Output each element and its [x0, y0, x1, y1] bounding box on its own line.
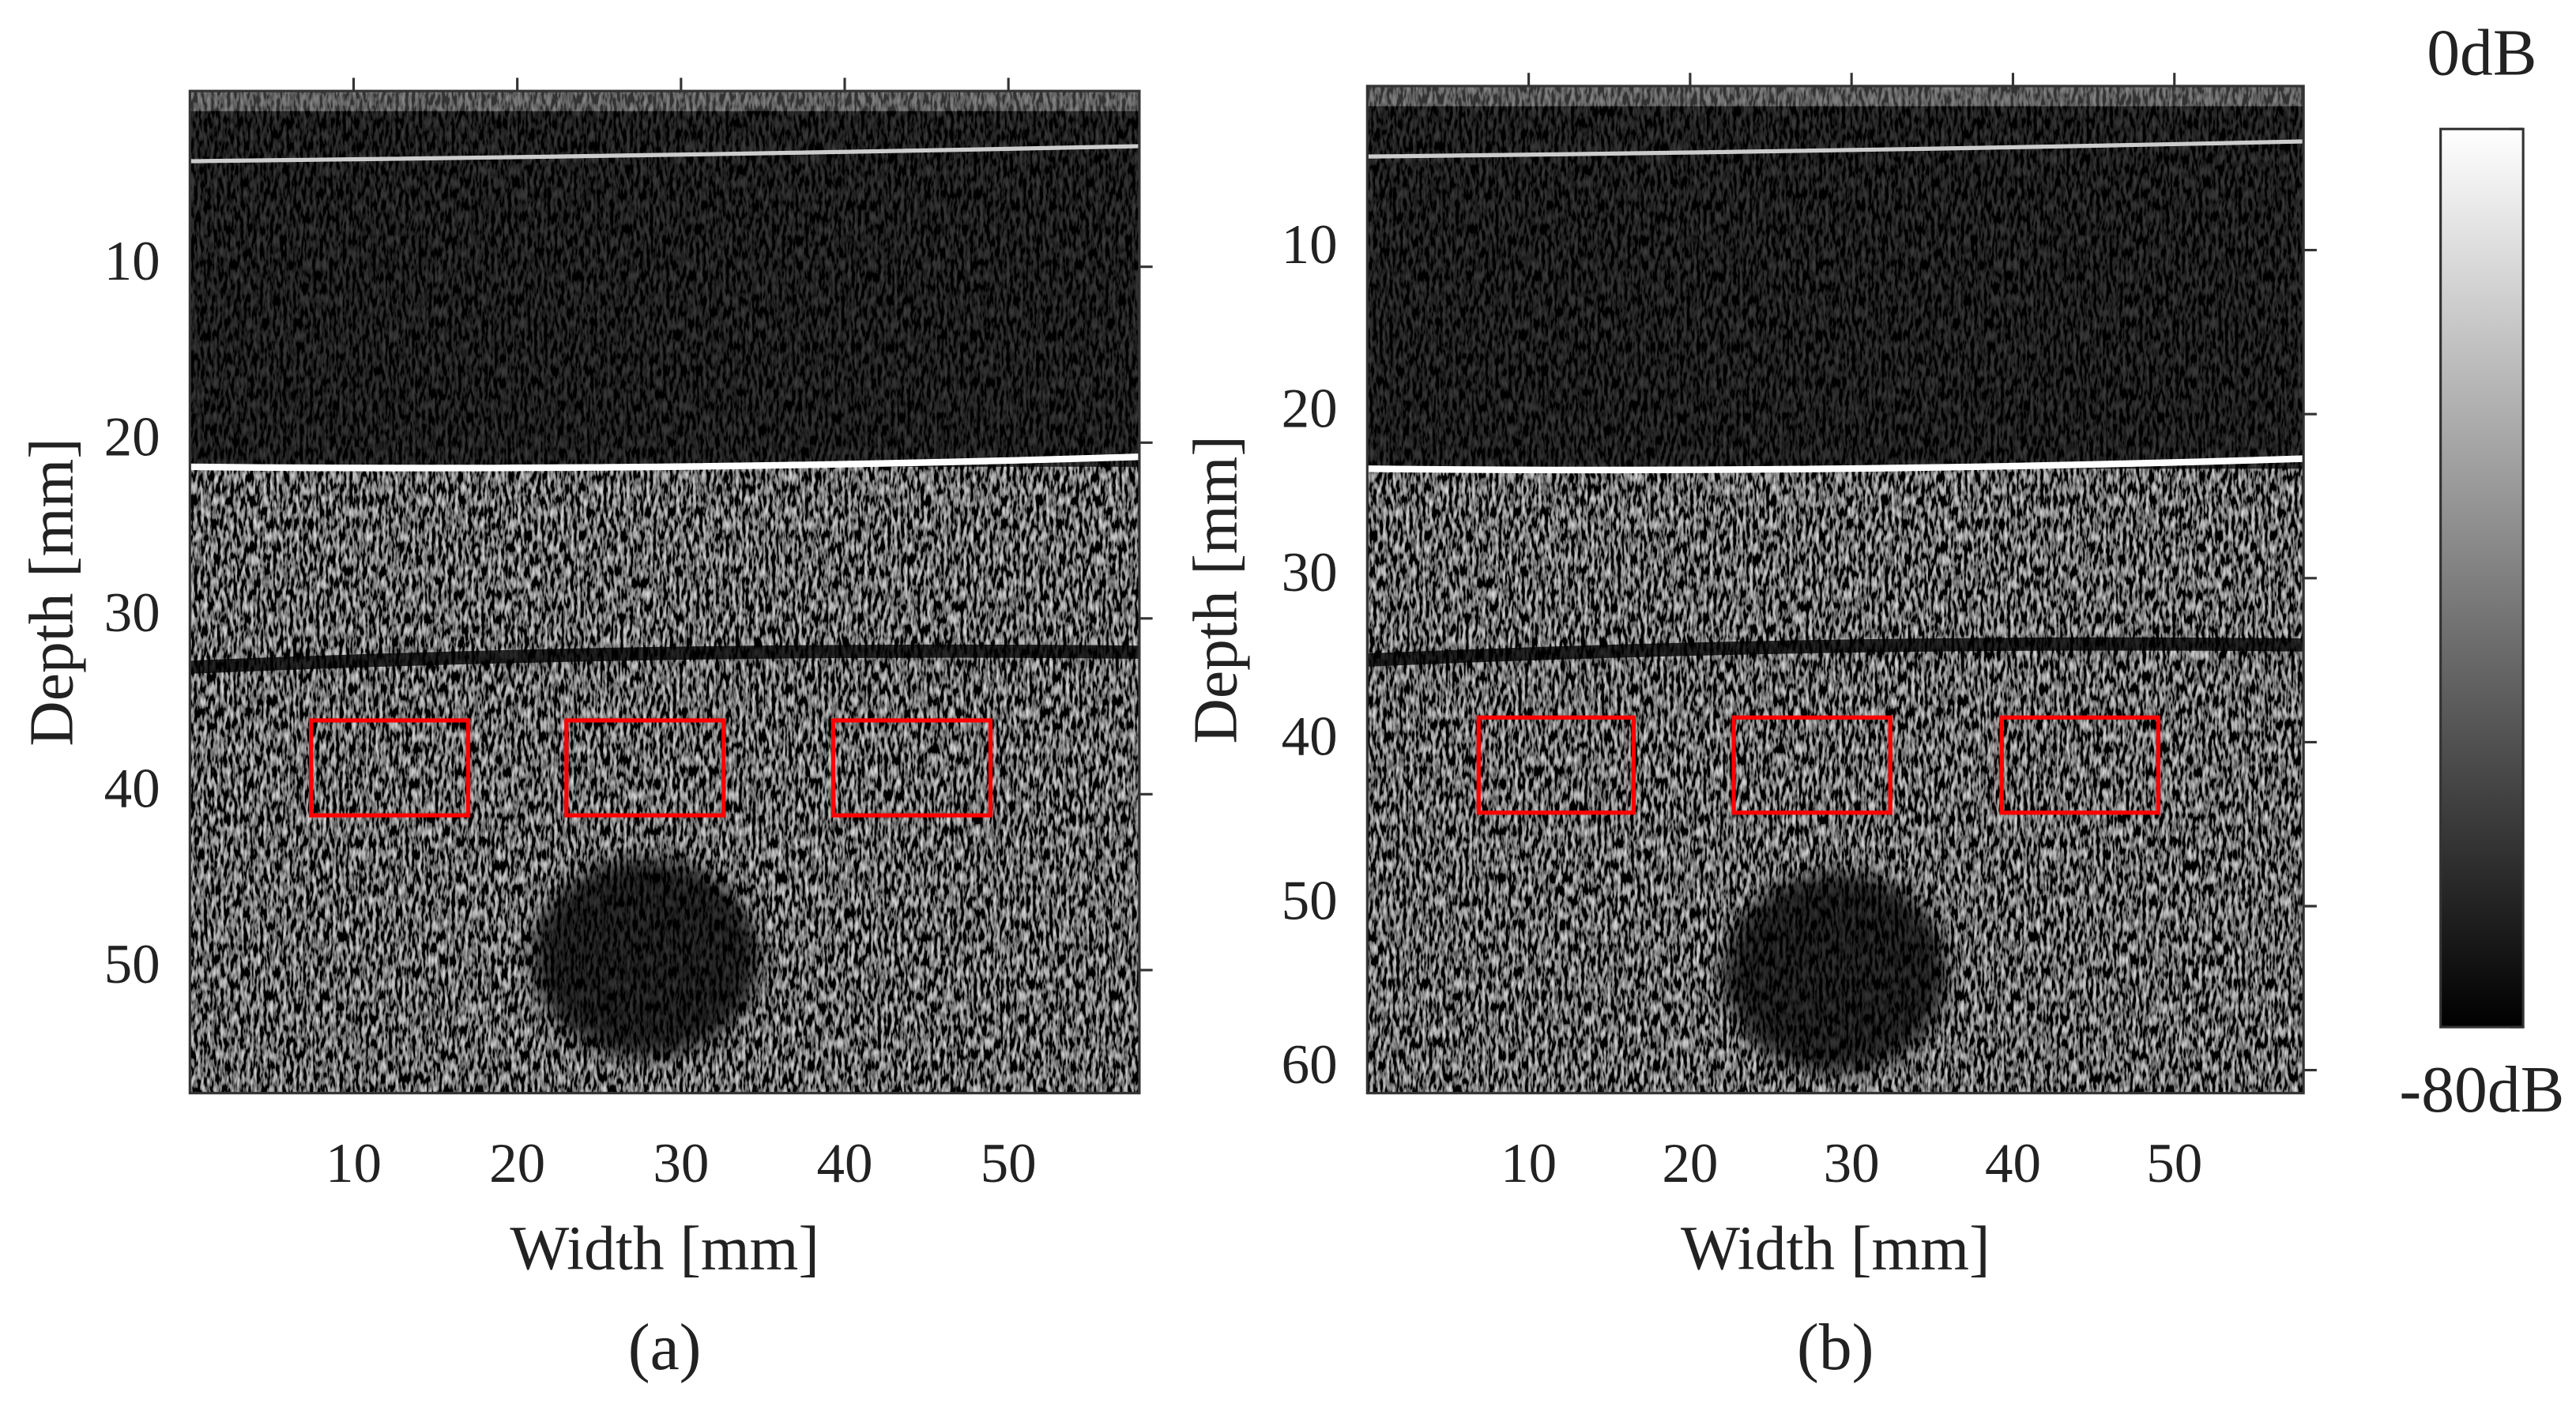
x-tick-label: 50: [981, 1133, 1037, 1194]
plot-frame: [1365, 85, 2305, 1095]
x-tick-label: 20: [1662, 1133, 1718, 1194]
y-tick-label: 40: [104, 758, 160, 820]
near-field-dark: [1367, 106, 2304, 469]
y-tick-label: 10: [1282, 214, 1338, 276]
x-tick-label: 30: [653, 1133, 709, 1194]
y-tick-label: 40: [1282, 706, 1338, 768]
bright-line: [190, 453, 1139, 472]
x-tick-label: 40: [1985, 1133, 2041, 1194]
plot-frame: [188, 89, 1141, 1095]
x-tick-label: 50: [2146, 1133, 2202, 1194]
lesion: [1723, 871, 1948, 1074]
y-tick-label: 10: [104, 231, 160, 292]
y-tick-label: 30: [104, 582, 160, 644]
top-rows: [190, 91, 1139, 111]
y-tick-label: 50: [104, 934, 160, 995]
x-tick-label: 10: [326, 1133, 382, 1194]
x-tick-label: 40: [816, 1133, 872, 1194]
bright-line: [1367, 455, 2304, 474]
x-tick-label: 20: [489, 1133, 545, 1194]
y-axis-label: Depth [mm]: [17, 438, 86, 746]
colorbar-label: 0dB: [2427, 17, 2536, 90]
fascia-line: [1367, 139, 2304, 159]
roi: [830, 718, 993, 818]
colorbar-label: -80dB: [2399, 1054, 2564, 1127]
y-tick-label: 20: [1282, 378, 1338, 439]
y-tick-label: 50: [1282, 870, 1338, 931]
roi: [309, 718, 471, 818]
y-tick-label: 30: [1282, 542, 1338, 604]
fascia-line: [190, 144, 1139, 164]
x-axis-label: Width [mm]: [510, 1214, 819, 1284]
near-field-dark: [190, 111, 1139, 467]
y-tick-label: 60: [1282, 1034, 1338, 1096]
colorbar: [2439, 127, 2525, 1029]
dark-band: [1367, 637, 2304, 667]
x-tick-label: 10: [1501, 1133, 1557, 1194]
panel-label: (a): [628, 1311, 702, 1384]
x-axis-label: Width [mm]: [1681, 1214, 1990, 1284]
panel-label: (b): [1797, 1311, 1874, 1384]
roi: [564, 718, 726, 818]
top-rows: [1367, 85, 2304, 107]
ultrasound-image: [1367, 85, 2304, 1093]
dark-band: [190, 644, 1139, 674]
y-tick-label: 20: [104, 407, 160, 468]
lesion: [531, 857, 760, 1059]
roi: [1731, 715, 1892, 815]
y-axis-label: Depth [mm]: [1181, 435, 1251, 743]
roi: [1999, 715, 2160, 815]
roi: [1476, 715, 1636, 815]
ultrasound-image: [190, 91, 1139, 1093]
x-tick-label: 30: [1824, 1133, 1880, 1194]
